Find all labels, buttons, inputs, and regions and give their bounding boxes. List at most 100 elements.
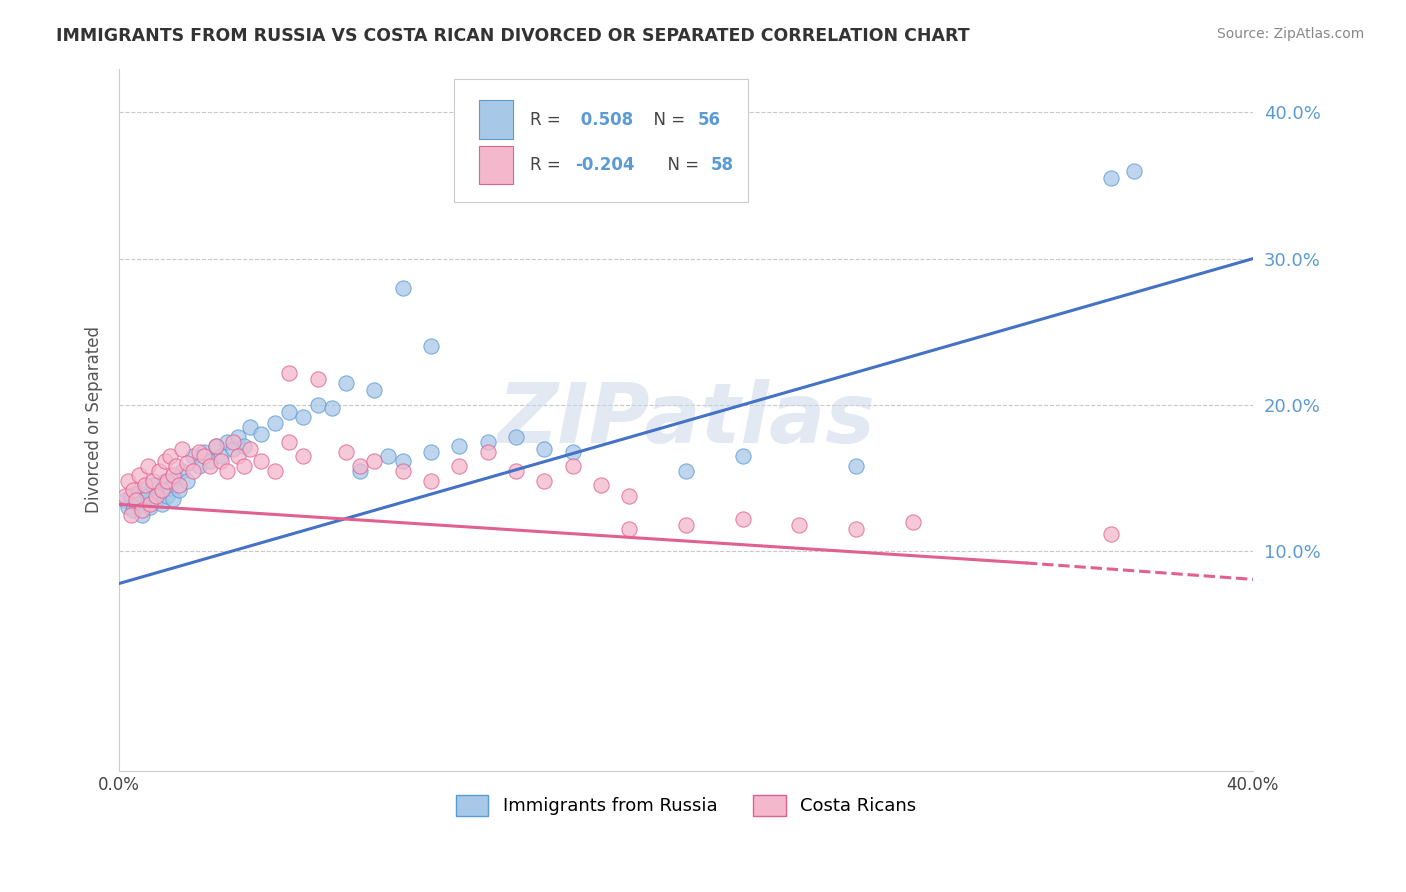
Point bbox=[561, 459, 583, 474]
Point bbox=[619, 489, 641, 503]
Point bbox=[278, 366, 301, 380]
Text: 58: 58 bbox=[711, 156, 734, 175]
Point bbox=[533, 442, 555, 456]
Point bbox=[477, 444, 499, 458]
Text: ZIPatlas: ZIPatlas bbox=[498, 379, 875, 460]
Point bbox=[675, 517, 697, 532]
Point bbox=[139, 500, 162, 515]
Point bbox=[209, 453, 232, 467]
Point bbox=[187, 444, 209, 458]
Point bbox=[561, 444, 583, 458]
Point bbox=[420, 339, 443, 353]
Point bbox=[150, 498, 173, 512]
Point bbox=[731, 449, 754, 463]
Point bbox=[176, 457, 198, 471]
Point bbox=[181, 464, 204, 478]
Point bbox=[533, 474, 555, 488]
Text: IMMIGRANTS FROM RUSSIA VS COSTA RICAN DIVORCED OR SEPARATED CORRELATION CHART: IMMIGRANTS FROM RUSSIA VS COSTA RICAN DI… bbox=[56, 27, 970, 45]
Text: Source: ZipAtlas.com: Source: ZipAtlas.com bbox=[1216, 27, 1364, 41]
Point bbox=[391, 281, 413, 295]
Point bbox=[122, 483, 145, 497]
Point bbox=[159, 449, 181, 463]
Point bbox=[901, 515, 924, 529]
Point bbox=[145, 493, 167, 508]
Text: N =: N = bbox=[643, 111, 690, 128]
Point bbox=[349, 464, 371, 478]
Point bbox=[215, 434, 238, 449]
Point bbox=[264, 464, 287, 478]
Point bbox=[307, 398, 329, 412]
Point bbox=[128, 485, 150, 500]
Point bbox=[363, 453, 385, 467]
Point bbox=[250, 453, 273, 467]
Point bbox=[156, 474, 179, 488]
Point bbox=[589, 478, 612, 492]
Point bbox=[278, 405, 301, 419]
Text: R =: R = bbox=[530, 111, 565, 128]
Point bbox=[136, 459, 159, 474]
Point bbox=[114, 493, 136, 508]
Point bbox=[477, 434, 499, 449]
Point bbox=[165, 471, 187, 485]
Point bbox=[198, 453, 221, 467]
Point bbox=[170, 442, 193, 456]
Point bbox=[250, 427, 273, 442]
Point bbox=[181, 449, 204, 463]
Point bbox=[114, 489, 136, 503]
Point bbox=[1099, 171, 1122, 186]
Point bbox=[187, 459, 209, 474]
Point bbox=[505, 430, 527, 444]
Point bbox=[349, 459, 371, 474]
Legend: Immigrants from Russia, Costa Ricans: Immigrants from Russia, Costa Ricans bbox=[447, 786, 925, 825]
Point bbox=[845, 459, 868, 474]
Point bbox=[125, 493, 148, 508]
Point bbox=[136, 489, 159, 503]
Point bbox=[789, 517, 811, 532]
FancyBboxPatch shape bbox=[478, 145, 513, 185]
Point bbox=[162, 468, 184, 483]
Point bbox=[153, 453, 176, 467]
Point bbox=[148, 485, 170, 500]
Point bbox=[145, 489, 167, 503]
Point bbox=[321, 401, 343, 415]
Point bbox=[156, 489, 179, 503]
Point bbox=[619, 522, 641, 536]
Point bbox=[176, 474, 198, 488]
Point bbox=[142, 478, 165, 492]
FancyBboxPatch shape bbox=[454, 79, 748, 202]
Point bbox=[215, 464, 238, 478]
Point bbox=[117, 500, 139, 515]
Point bbox=[292, 409, 315, 424]
Text: -0.204: -0.204 bbox=[575, 156, 634, 175]
Point bbox=[233, 459, 256, 474]
Point bbox=[120, 489, 142, 503]
Point bbox=[505, 464, 527, 478]
Point bbox=[204, 439, 226, 453]
Point bbox=[731, 512, 754, 526]
Point bbox=[226, 449, 249, 463]
Point bbox=[148, 464, 170, 478]
Point bbox=[167, 478, 190, 492]
Point bbox=[139, 498, 162, 512]
Point bbox=[1099, 526, 1122, 541]
Point bbox=[193, 444, 215, 458]
Point bbox=[292, 449, 315, 463]
Point bbox=[162, 491, 184, 506]
Point bbox=[1122, 164, 1144, 178]
Point bbox=[131, 503, 153, 517]
Point bbox=[193, 449, 215, 463]
Y-axis label: Divorced or Separated: Divorced or Separated bbox=[86, 326, 103, 513]
Point bbox=[391, 464, 413, 478]
Point bbox=[233, 439, 256, 453]
Point bbox=[204, 439, 226, 453]
Point bbox=[150, 483, 173, 497]
Point bbox=[170, 464, 193, 478]
Point bbox=[221, 442, 243, 456]
Point bbox=[335, 376, 357, 390]
Point bbox=[125, 496, 148, 510]
Point bbox=[134, 478, 156, 492]
Point bbox=[159, 481, 181, 495]
Point bbox=[449, 459, 471, 474]
Point bbox=[198, 459, 221, 474]
Point bbox=[122, 503, 145, 517]
